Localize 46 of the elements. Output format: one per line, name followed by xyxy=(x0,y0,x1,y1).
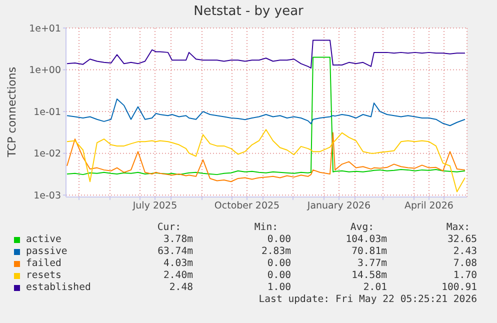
text: 104.03m xyxy=(346,234,387,246)
legend-label: resets xyxy=(26,270,62,282)
text: 63.74m xyxy=(158,246,193,258)
legend-label: active xyxy=(26,234,62,246)
x-tick-label: July 2025 xyxy=(132,200,178,212)
legend-label: failed xyxy=(26,258,62,270)
y-tick-label: 1e+01 xyxy=(29,23,61,34)
text: 2.83m xyxy=(262,246,291,258)
x-tick-label: January 2026 xyxy=(306,200,371,212)
x-tick-label: October 2025 xyxy=(214,200,280,212)
text: 70.81m xyxy=(352,246,387,258)
chart-title: Netstat - by year xyxy=(192,4,304,19)
line-series xyxy=(66,40,466,69)
text: 7.08 xyxy=(453,258,477,270)
text: 1.70 xyxy=(453,270,477,282)
text: Last update: Fri May 22 05:25:21 2026 xyxy=(258,294,477,306)
text: 2.43 xyxy=(453,246,477,258)
text: Max: xyxy=(446,222,470,234)
text: 0.00 xyxy=(267,270,291,282)
text: Avg: xyxy=(350,222,374,234)
text: Cur: xyxy=(157,222,181,234)
y-tick-label: 1e+00 xyxy=(29,65,61,76)
text: 1.00 xyxy=(267,282,291,294)
line-series xyxy=(66,56,466,176)
text: 2.01 xyxy=(363,282,387,294)
text: 100.91 xyxy=(442,282,477,294)
text: 14.58m xyxy=(352,270,387,282)
text: 0.00 xyxy=(267,234,291,246)
text: 3.77m xyxy=(358,258,387,270)
y-axis-title: TCP connections xyxy=(6,66,18,158)
y-tick-label: 1e-02 xyxy=(34,148,61,160)
legend-label: established xyxy=(26,282,91,294)
line-series xyxy=(66,98,466,126)
line-series xyxy=(66,129,466,192)
text: 4.03m xyxy=(164,258,193,270)
text: 0.00 xyxy=(267,258,291,270)
y-tick-label: 1e-03 xyxy=(34,190,61,202)
x-tick-label: April 2026 xyxy=(404,200,454,212)
y-tick-label: 1e-01 xyxy=(34,106,61,118)
text: 32.65 xyxy=(448,234,477,246)
text: 2.40m xyxy=(164,270,193,282)
text: 3.78m xyxy=(164,234,193,246)
line-series xyxy=(66,132,466,182)
text: Min: xyxy=(254,222,278,234)
legend-label: passive xyxy=(26,246,68,258)
text: 2.48 xyxy=(169,282,193,294)
